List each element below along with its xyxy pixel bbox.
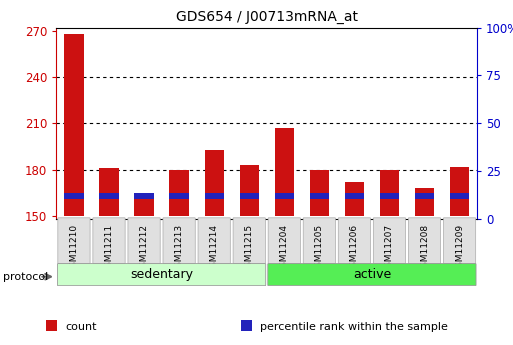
FancyBboxPatch shape — [57, 264, 266, 286]
Text: GSM11207: GSM11207 — [385, 224, 394, 274]
FancyBboxPatch shape — [373, 218, 406, 264]
Text: GSM11205: GSM11205 — [315, 224, 324, 274]
FancyBboxPatch shape — [163, 218, 195, 264]
Text: GSM11210: GSM11210 — [69, 224, 78, 274]
Bar — [450, 167, 469, 216]
Bar — [134, 193, 154, 199]
Bar — [345, 182, 364, 216]
Bar — [205, 193, 224, 199]
Bar — [100, 168, 119, 216]
Bar — [169, 170, 189, 216]
Text: GSM11209: GSM11209 — [455, 224, 464, 274]
Title: GDS654 / J00713mRNA_at: GDS654 / J00713mRNA_at — [176, 10, 358, 24]
Bar — [64, 193, 84, 199]
Text: GSM11204: GSM11204 — [280, 224, 289, 273]
Bar — [274, 193, 294, 199]
Text: GSM11212: GSM11212 — [140, 224, 149, 273]
FancyBboxPatch shape — [303, 218, 336, 264]
Bar — [134, 193, 154, 216]
FancyBboxPatch shape — [58, 218, 90, 264]
Bar — [64, 34, 84, 216]
Text: percentile rank within the sample: percentile rank within the sample — [260, 322, 448, 332]
FancyBboxPatch shape — [93, 218, 125, 264]
Bar — [205, 150, 224, 216]
FancyBboxPatch shape — [338, 218, 370, 264]
Bar — [345, 193, 364, 199]
Text: protocol: protocol — [3, 272, 48, 282]
Bar — [380, 170, 399, 216]
Text: GSM11213: GSM11213 — [174, 224, 184, 274]
FancyBboxPatch shape — [443, 218, 476, 264]
Bar — [415, 188, 434, 216]
Bar — [310, 170, 329, 216]
Text: GSM11214: GSM11214 — [210, 224, 219, 273]
Bar — [100, 193, 119, 199]
Bar — [274, 128, 294, 216]
Text: GSM11208: GSM11208 — [420, 224, 429, 274]
Bar — [240, 193, 259, 199]
FancyBboxPatch shape — [198, 218, 230, 264]
Bar — [240, 165, 259, 216]
Bar — [450, 193, 469, 199]
FancyBboxPatch shape — [268, 218, 301, 264]
FancyBboxPatch shape — [268, 264, 476, 286]
Text: GSM11206: GSM11206 — [350, 224, 359, 274]
Text: GSM11215: GSM11215 — [245, 224, 254, 274]
Bar — [169, 193, 189, 199]
Text: GSM11211: GSM11211 — [105, 224, 113, 274]
FancyBboxPatch shape — [408, 218, 441, 264]
Text: active: active — [353, 268, 391, 280]
Bar — [380, 193, 399, 199]
FancyBboxPatch shape — [128, 218, 160, 264]
Text: count: count — [65, 322, 96, 332]
FancyBboxPatch shape — [233, 218, 265, 264]
Text: sedentary: sedentary — [130, 268, 193, 280]
Bar — [415, 193, 434, 199]
Bar — [310, 193, 329, 199]
